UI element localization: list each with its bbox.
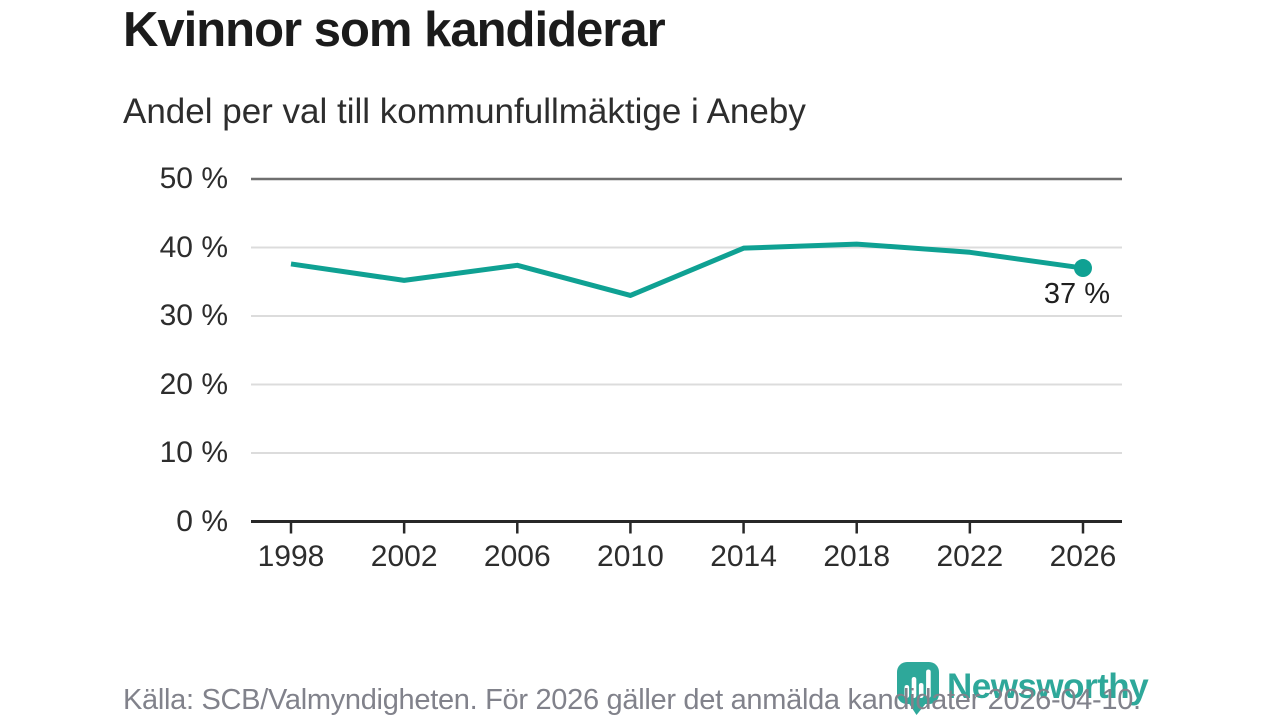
newsworthy-logo: Newsworthy xyxy=(896,661,1149,716)
x-axis-tick-label: 2022 xyxy=(936,540,1004,573)
data-line xyxy=(290,241,1084,298)
chart-subtitle: Andel per val till kommunfullmäktige i A… xyxy=(123,92,806,131)
x-axis-tick-label: 2006 xyxy=(483,540,551,573)
y-axis-tick-label: 10 % xyxy=(159,436,228,469)
chart-title: Kvinnor som kandiderar xyxy=(123,3,666,57)
y-axis-tick-label: 0 % xyxy=(176,504,228,538)
end-point-value-label: 37 % xyxy=(1043,278,1110,311)
x-axis-tick-label: 2014 xyxy=(710,540,777,573)
x-axis-tick-label: 2002 xyxy=(370,540,438,573)
x-axis-tick-label: 2010 xyxy=(597,540,664,573)
source-note: Källa: SCB/Valmyndigheten. För 2026 gäll… xyxy=(123,684,1141,716)
y-axis-tick-label: 30 % xyxy=(159,299,228,332)
end-point-marker xyxy=(1074,259,1092,278)
newsworthy-wordmark: Newsworthy xyxy=(947,667,1149,706)
y-axis-tick-label: 40 % xyxy=(159,230,228,264)
y-axis-tick-label: 50 % xyxy=(159,162,228,195)
x-axis-tick-label: 1998 xyxy=(257,540,325,573)
x-axis-tick-label: 2026 xyxy=(1049,540,1117,573)
newsworthy-logo-icon xyxy=(897,662,939,715)
x-axis-tick-label: 2018 xyxy=(823,540,891,573)
y-axis-tick-label: 20 % xyxy=(159,367,228,401)
